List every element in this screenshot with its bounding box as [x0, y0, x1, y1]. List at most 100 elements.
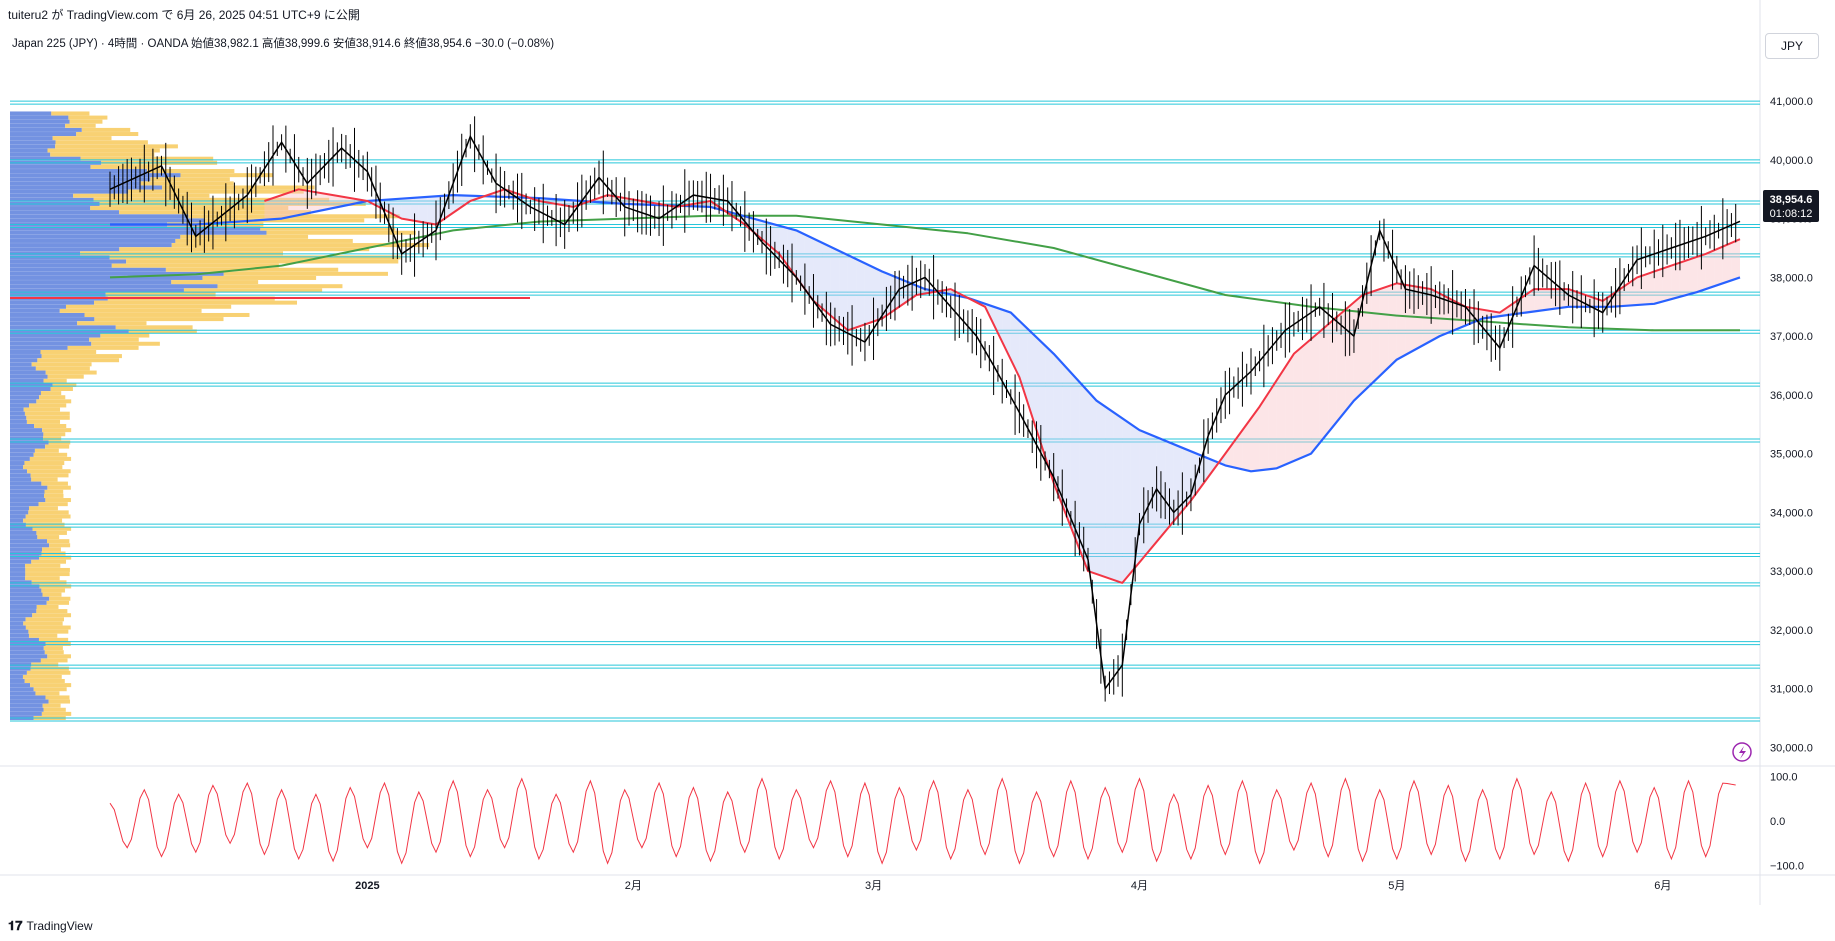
ribbon-segment — [461, 195, 471, 207]
volume-bar-down — [180, 173, 274, 178]
volume-bar-up — [10, 498, 46, 503]
volume-bar-up — [10, 308, 60, 313]
volume-bar-up — [10, 621, 24, 626]
volume-bar-up — [10, 251, 81, 256]
volume-bar-down — [45, 641, 71, 646]
volume-bar-down — [33, 687, 67, 692]
volume-bar-down — [65, 304, 232, 309]
volume-bar-down — [26, 670, 71, 675]
volume-bar-up — [10, 629, 29, 634]
volume-bar-down — [31, 559, 67, 564]
symbol-info[interactable]: Japan 225 (JPY) · 4時間 · OANDA 始値38,982.1… — [12, 38, 555, 50]
ribbon-segment — [1225, 441, 1234, 468]
footer-brand[interactable]: 𝟏𝟕 TradingView — [8, 918, 93, 934]
ribbon-segment — [1285, 353, 1294, 465]
volume-bar-up — [10, 535, 38, 540]
volume-bar-up — [10, 362, 32, 367]
volume-bar-down — [93, 197, 330, 202]
volume-bar-down — [115, 325, 193, 330]
ribbon-segment — [1319, 324, 1329, 444]
time-axis[interactable]: 2025 2月 3月 4月 5月 6月 — [355, 880, 1671, 892]
time-tick-label: 2月 — [625, 880, 642, 892]
volume-bar-up — [10, 206, 91, 211]
ribbon-segment — [1045, 345, 1054, 483]
volume-bar-down — [34, 424, 67, 429]
volume-bar-up — [10, 678, 25, 683]
ribbon-segment — [1276, 366, 1286, 469]
volume-bar-down — [37, 358, 120, 363]
volume-bar-down — [42, 592, 62, 597]
volume-bar-up — [10, 333, 101, 338]
volume-bar-up — [10, 111, 52, 116]
volume-bar-up — [10, 514, 26, 519]
volume-bar-up — [10, 461, 25, 466]
time-tick-label: 6月 — [1654, 880, 1671, 892]
volume-bar-up — [10, 366, 36, 371]
ribbon-segment — [1671, 262, 1680, 300]
ribbon-segment — [1336, 309, 1346, 422]
volume-bar-up — [10, 415, 27, 420]
volume-bar-up — [10, 563, 26, 568]
ribbon-segment — [1053, 353, 1063, 506]
volume-bar-up — [10, 444, 46, 449]
currency-button[interactable]: JPY — [1765, 33, 1819, 59]
ribbon-segment — [830, 246, 840, 323]
volume-bar-up — [10, 526, 33, 531]
time-tick-label: 3月 — [865, 880, 882, 892]
volume-bar-down — [25, 572, 70, 577]
ribbon-segment — [1070, 372, 1080, 550]
price-tick-label: 37,000.0 — [1770, 331, 1813, 343]
volume-bar-down — [51, 111, 90, 116]
volume-bar-up — [10, 600, 47, 605]
volume-bar-down — [50, 387, 73, 391]
ribbon-segment — [273, 195, 282, 220]
volume-bar-down — [43, 378, 67, 383]
volume-bar-up — [10, 312, 85, 317]
volume-bar-up — [10, 695, 46, 700]
volume-bar-up — [10, 613, 33, 618]
volume-bar-down — [80, 156, 214, 161]
volume-bar-down — [23, 407, 61, 412]
lightning-icon[interactable] — [1732, 742, 1752, 762]
ribbon-segment — [315, 192, 325, 212]
volume-bar-down — [165, 267, 339, 272]
volume-bar-up — [10, 481, 42, 486]
volume-bar-down — [25, 617, 64, 622]
price-tick-label: 34,000.0 — [1770, 507, 1813, 519]
volume-bar-up — [10, 214, 189, 219]
volume-bar-down — [39, 584, 72, 589]
volume-bar-up — [10, 683, 31, 688]
volume-bar-up — [10, 255, 110, 260]
volume-bar-up — [10, 378, 44, 383]
volume-bar-down — [35, 366, 90, 371]
volume-bar-up — [10, 403, 30, 408]
volume-bar-up — [10, 218, 206, 223]
volume-bar-up — [10, 670, 27, 675]
volume-bar-down — [34, 448, 59, 453]
volume-bar-down — [128, 189, 304, 194]
time-tick-label: 2025 — [355, 880, 379, 892]
price-axis[interactable]: 41,000.040,000.039,000.038,000.037,000.0… — [1770, 96, 1813, 872]
ribbon-segment — [1379, 286, 1389, 377]
volume-bar-down — [73, 193, 210, 198]
volume-bar-down — [43, 432, 66, 437]
volume-bar-up — [10, 522, 26, 527]
ribbon-segment — [1697, 253, 1706, 293]
volume-bar-up — [10, 230, 267, 235]
volume-bar-up — [10, 181, 141, 186]
volume-bar-down — [36, 604, 59, 609]
volume-bar-up — [10, 485, 48, 490]
volume-bar-down — [180, 234, 309, 239]
volume-bar-down — [39, 395, 66, 400]
volume-bar-down — [44, 650, 64, 655]
volume-bar-down — [29, 456, 72, 461]
volume-bar-up — [10, 391, 41, 396]
ribbon-segment — [401, 198, 411, 221]
volume-bar-up — [10, 489, 45, 494]
volume-bar-down — [36, 530, 67, 535]
volume-bar-down — [47, 485, 71, 490]
ribbon-segment — [1388, 283, 1397, 368]
ribbon-segment — [1242, 418, 1251, 472]
volume-bar-up — [10, 123, 66, 128]
